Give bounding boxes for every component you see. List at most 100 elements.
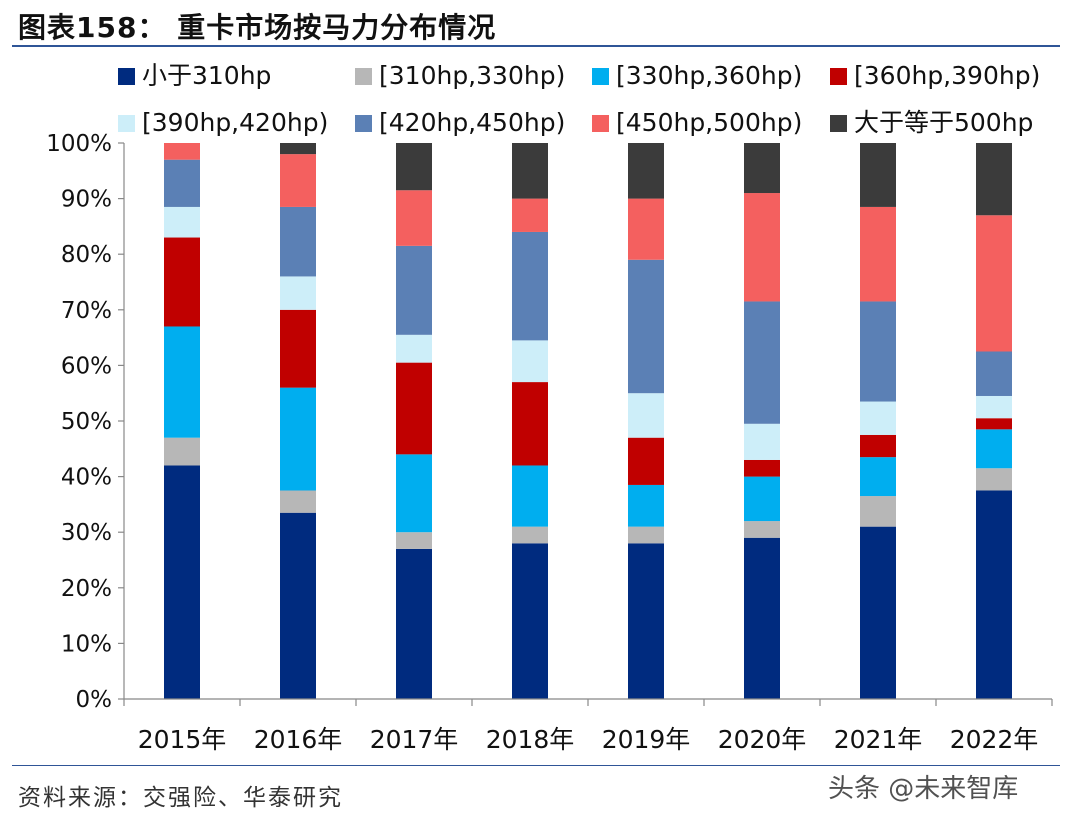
- legend-swatch: [592, 115, 609, 132]
- bar-segment-[450hp,500hp): [280, 154, 316, 207]
- bar-segment-[450hp,500hp): [976, 215, 1012, 352]
- legend-label: [420hp,450hp): [379, 108, 565, 137]
- y-axis: 0% 10% 20% 30% 40% 50% 60% 70% 80% 90% 100%: [46, 131, 125, 713]
- x-tick-label: 2019年: [602, 725, 691, 754]
- bar-segment-[420hp,450hp): [164, 159, 200, 207]
- bar-segment-[330hp,360hp): [280, 387, 316, 491]
- x-axis: 2015年 2016年 2017年 2018年 2019年 2020年 2021年 2022年: [123, 698, 1053, 754]
- legend-item: 小于310hp: [118, 61, 271, 90]
- bar-segment-[310hp,330hp): [744, 521, 780, 538]
- bar-segment-[420hp,450hp): [976, 351, 1012, 396]
- x-tick-label: 2022年: [950, 725, 1039, 754]
- bar-segment-[330hp,360hp): [628, 484, 664, 527]
- bar-segment-[390hp,420hp): [512, 340, 548, 383]
- y-tick-label: 0%: [76, 687, 113, 713]
- y-tick-label: 30%: [61, 520, 112, 546]
- bar-segment-[330hp,360hp): [396, 454, 432, 533]
- bar-segment-[360hp,390hp): [744, 459, 780, 477]
- bar-segment-[420hp,450hp): [396, 245, 432, 335]
- bar-segment-[330hp,360hp): [512, 465, 548, 527]
- legend-item: [390hp,420hp): [118, 108, 328, 137]
- bar-segment-[310hp,330hp): [280, 490, 316, 513]
- x-tick-label: 2017年: [370, 725, 459, 754]
- bar-segment-[450hp,500hp): [860, 206, 896, 302]
- bar-segment-[450hp,500hp): [396, 190, 432, 246]
- bar-segment-[360hp,390hp): [512, 382, 548, 466]
- y-tick-label: 100%: [46, 131, 112, 157]
- bar-segment-[450hp,500hp): [628, 198, 664, 260]
- chart-title: 图表158： 重卡市场按马力分布情况: [18, 11, 497, 44]
- bar-segment-大于等于500hp: [280, 143, 316, 155]
- bar-segment-大于等于500hp: [744, 143, 780, 194]
- watermark: 头条 @未来智库: [828, 774, 1019, 804]
- bar-segment-[330hp,360hp): [860, 457, 896, 497]
- legend-item: [330hp,360hp): [592, 61, 802, 90]
- bar-segment-[420hp,450hp): [280, 206, 316, 277]
- legend-item: [310hp,330hp): [355, 61, 565, 90]
- bar-segment-[330hp,360hp): [744, 476, 780, 522]
- legend-item: [420hp,450hp): [355, 108, 565, 137]
- bar-segment-[390hp,420hp): [976, 395, 1012, 419]
- x-tick-label: 2021年: [834, 725, 923, 754]
- y-tick-label: 10%: [61, 631, 112, 657]
- bar-segment-大于等于500hp: [396, 143, 432, 191]
- footer-divider: [12, 765, 1060, 766]
- x-tick-label: 2018年: [486, 725, 575, 754]
- x-tick-label: 2020年: [718, 725, 807, 754]
- title-divider: [12, 45, 1060, 47]
- legend-label: 小于310hp: [142, 61, 271, 90]
- bar-segment-大于等于500hp: [860, 143, 896, 207]
- bar-segment-[360hp,390hp): [976, 418, 1012, 430]
- legend-swatch: [355, 115, 372, 132]
- bars: [164, 143, 1012, 699]
- y-tick-label: 20%: [61, 576, 112, 602]
- bar-segment-小于310hp: [976, 490, 1012, 699]
- bar-segment-[390hp,420hp): [280, 276, 316, 310]
- legend-item: [360hp,390hp): [830, 61, 1040, 90]
- bar-segment-小于310hp: [628, 543, 664, 699]
- bar-segment-[360hp,390hp): [628, 437, 664, 485]
- x-tick-label: 2015年: [138, 725, 227, 754]
- bar-segment-大于等于500hp: [628, 143, 664, 199]
- legend-label: 大于等于500hp: [854, 108, 1033, 137]
- legend-swatch: [355, 68, 372, 85]
- legend-label: [310hp,330hp): [379, 61, 565, 90]
- bar-segment-[450hp,500hp): [164, 143, 200, 160]
- y-tick-label: 80%: [61, 242, 112, 268]
- bar-segment-[310hp,330hp): [396, 532, 432, 549]
- bar-segment-[450hp,500hp): [512, 198, 548, 232]
- legend-label: [450hp,500hp): [616, 108, 802, 137]
- bar-segment-[390hp,420hp): [396, 334, 432, 363]
- legend-item: [450hp,500hp): [592, 108, 802, 137]
- bar-segment-[310hp,330hp): [976, 468, 1012, 491]
- legend-label: [360hp,390hp): [854, 61, 1040, 90]
- bar-segment-[450hp,500hp): [744, 193, 780, 302]
- bar-segment-[360hp,390hp): [164, 237, 200, 327]
- bar-segment-大于等于500hp: [512, 143, 548, 199]
- legend-label: [390hp,420hp): [142, 108, 328, 137]
- legend-swatch: [118, 68, 135, 85]
- bar-segment-[420hp,450hp): [512, 231, 548, 341]
- bar-segment-[310hp,330hp): [164, 437, 200, 466]
- bar-segment-小于310hp: [860, 526, 896, 699]
- legend-swatch: [118, 115, 135, 132]
- bar-segment-[390hp,420hp): [860, 401, 896, 435]
- bar-segment-[360hp,390hp): [280, 309, 316, 388]
- bar-segment-[390hp,420hp): [164, 206, 200, 238]
- legend-swatch: [830, 115, 847, 132]
- y-tick-label: 60%: [61, 353, 112, 379]
- legend-swatch: [830, 68, 847, 85]
- bar-segment-[420hp,450hp): [628, 259, 664, 394]
- bar-segment-[330hp,360hp): [976, 429, 1012, 469]
- bar-segment-[310hp,330hp): [860, 496, 896, 527]
- y-tick-label: 40%: [61, 465, 112, 491]
- legend-swatch: [592, 68, 609, 85]
- x-tick-label: 2016年: [254, 725, 343, 754]
- bar-segment-小于310hp: [396, 548, 432, 699]
- bar-segment-小于310hp: [512, 543, 548, 699]
- y-tick-label: 70%: [61, 298, 112, 324]
- bar-segment-[310hp,330hp): [628, 526, 664, 544]
- bar-segment-[360hp,390hp): [860, 434, 896, 458]
- bar-segment-小于310hp: [280, 512, 316, 699]
